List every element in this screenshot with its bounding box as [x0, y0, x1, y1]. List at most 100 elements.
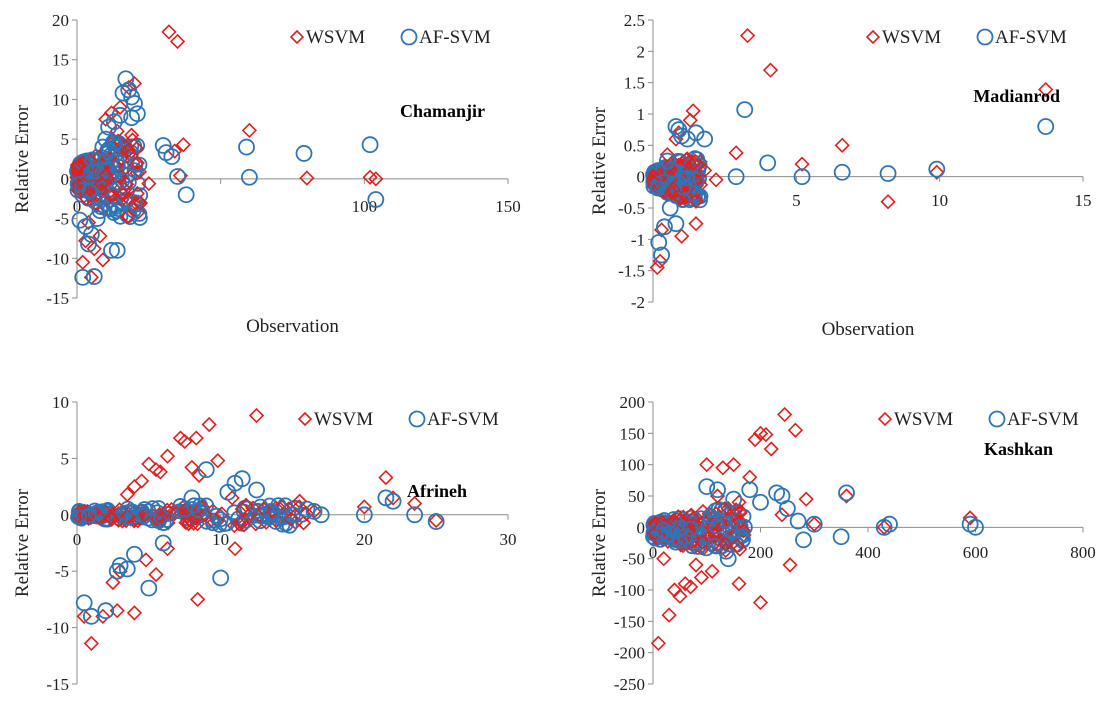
x-tick-label: 10: [212, 530, 229, 549]
wsvm-point: [715, 460, 731, 476]
afsvm-point: [154, 534, 172, 552]
afsvm-point: [688, 172, 705, 188]
afsvm-point: [649, 180, 666, 197]
afsvm-point: [660, 525, 678, 542]
wsvm-point: [121, 191, 137, 207]
wsvm-point: [695, 503, 711, 520]
legend-wsvm-marker: [289, 29, 305, 45]
wsvm-point: [782, 557, 798, 573]
x-tick-label: 800: [1070, 543, 1096, 562]
y-tick-label: 20: [52, 11, 69, 30]
wsvm-point: [680, 154, 697, 171]
afsvm-point: [116, 504, 133, 521]
y-tick-label: 150: [620, 424, 646, 443]
wsvm-point: [688, 216, 704, 232]
afsvm-point: [838, 484, 855, 502]
afsvm-point: [108, 154, 126, 172]
wsvm-point: [732, 505, 748, 521]
wsvm-point: [148, 566, 164, 583]
legend: WSVM AF-SVM: [865, 27, 1067, 48]
chart-panel-madianrod: -2 -1.5 -1 -0.5 0 0.5 1 1.5 2 2.5 5 10 15 WSVM AF-SVM M…: [589, 11, 1092, 340]
afsvm-point: [284, 506, 301, 524]
wsvm-point: [673, 191, 689, 207]
wsvm-point: [677, 576, 693, 592]
x-tick-label: 30: [500, 530, 517, 549]
afsvm-point: [675, 179, 692, 196]
afsvm-point: [97, 130, 115, 148]
afsvm-point: [99, 163, 115, 179]
wsvm-point: [659, 147, 675, 163]
afsvm-point: [96, 161, 113, 178]
legend-afsvm-label: AF-SVM: [419, 27, 491, 48]
afsvm-point: [176, 500, 194, 518]
afsvm-point: [219, 483, 237, 501]
afsvm-point: [105, 134, 123, 152]
y-tick-label: -1: [631, 230, 645, 249]
y-tick-label: 2.5: [624, 11, 645, 30]
wsvm-point: [798, 491, 814, 507]
wsvm-point: [672, 588, 688, 604]
wsvm-point: [93, 176, 110, 192]
afsvm-point: [163, 148, 181, 166]
afsvm-point: [427, 513, 445, 530]
x-tick-label: 200: [748, 543, 774, 562]
afsvm-point: [367, 191, 385, 208]
afsvm-point: [111, 557, 129, 574]
wsvm-point: [707, 525, 723, 542]
wsvm-point: [729, 537, 745, 554]
x-tick-label: 400: [855, 543, 881, 562]
wsvm-point: [83, 635, 99, 652]
wsvm-point: [368, 171, 384, 187]
wsvm-point: [702, 529, 718, 545]
y-tick-label: 100: [620, 456, 646, 475]
wsvm-point: [169, 33, 186, 50]
afsvm-point: [833, 163, 851, 181]
afsvm-point: [126, 194, 143, 212]
afsvm-point: [74, 268, 92, 286]
afsvm-point: [105, 113, 123, 131]
legend-afsvm-label: AF-SVM: [427, 409, 499, 430]
wsvm-point: [929, 164, 945, 180]
afsvm-point: [752, 493, 769, 511]
wsvm-point: [962, 510, 978, 526]
y-tick-label: 0: [61, 506, 70, 525]
wsvm-point: [694, 534, 711, 550]
y-tick-label: -15: [46, 675, 69, 694]
wsvm-point: [806, 516, 822, 532]
wsvm-point: [682, 579, 699, 595]
y-tick-label: 5: [61, 130, 70, 149]
wsvm-point: [248, 407, 265, 424]
wsvm-point: [120, 208, 136, 224]
wsvm-point: [126, 478, 143, 495]
wsvm-point: [725, 457, 742, 473]
wsvm-point: [838, 488, 855, 504]
afsvm-point: [361, 136, 379, 154]
afsvm-point: [736, 101, 754, 119]
wsvm-point: [75, 254, 91, 270]
x-axis-title: Observation: [822, 319, 915, 340]
wsvm-point: [880, 194, 896, 210]
y-tick-label: -15: [46, 289, 69, 308]
y-axis-title: Relative Error: [12, 104, 33, 213]
wsvm-point: [647, 516, 663, 532]
afsvm-point: [696, 130, 713, 148]
wsvm-point: [77, 233, 94, 249]
wsvm-point: [104, 511, 120, 527]
wsvm-point: [159, 448, 176, 464]
legend-wsvm-label: WSVM: [894, 409, 953, 430]
wsvm-point: [697, 512, 713, 529]
afsvm-point: [295, 145, 313, 162]
afsvm-point: [262, 503, 280, 520]
afsvm-point: [832, 528, 850, 546]
afsvm-point: [663, 162, 680, 178]
wsvm-point: [763, 441, 779, 457]
afsvm-point: [91, 202, 109, 220]
afsvm-point: [84, 151, 100, 168]
wsvm-point: [214, 506, 230, 522]
wsvm-point: [665, 181, 681, 197]
y-axis-title: Relative Error: [589, 106, 610, 215]
afsvm-point: [879, 165, 897, 182]
afsvm-point: [85, 268, 103, 285]
wsvm-point: [95, 252, 111, 268]
wsvm-point: [76, 608, 92, 624]
